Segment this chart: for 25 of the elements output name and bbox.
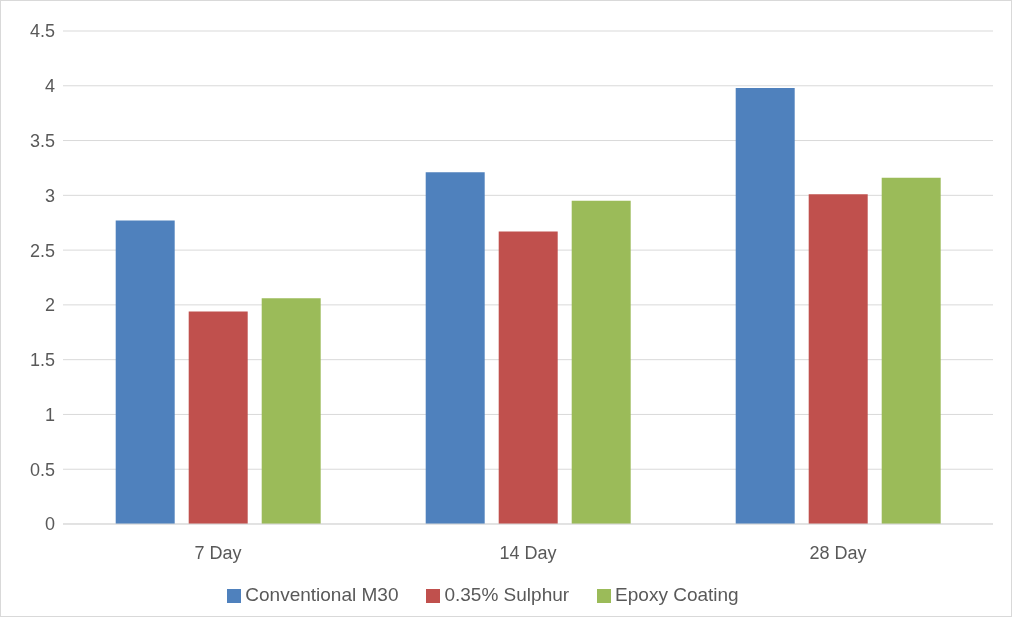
bar <box>571 200 631 524</box>
y-tick-label: 3.5 <box>29 130 55 151</box>
legend-label: Epoxy Coating <box>615 584 739 605</box>
x-tick-label: 28 Day <box>809 542 867 563</box>
y-tick-label: 1 <box>44 404 55 425</box>
y-tick-label: 2.5 <box>29 240 55 261</box>
bar <box>808 194 868 524</box>
x-tick-label: 7 Day <box>194 542 242 563</box>
y-tick-label: 0.5 <box>29 459 55 480</box>
bar <box>188 311 248 524</box>
bar <box>115 220 175 524</box>
bar <box>735 87 795 524</box>
y-tick-label: 0 <box>44 514 55 535</box>
bar <box>261 298 321 524</box>
legend-label: 0.35% Sulphur <box>444 584 570 605</box>
y-tick-label: 2 <box>44 295 55 316</box>
y-tick-label: 4.5 <box>29 21 55 42</box>
y-tick-label: 3 <box>44 185 55 206</box>
y-tick-label: 4 <box>44 76 55 97</box>
bar <box>881 177 941 524</box>
y-tick-label: 1.5 <box>29 350 55 371</box>
bar <box>425 172 485 524</box>
legend-label: Conventional M30 <box>245 584 399 605</box>
bar <box>498 231 558 524</box>
x-tick-label: 14 Day <box>499 542 557 563</box>
